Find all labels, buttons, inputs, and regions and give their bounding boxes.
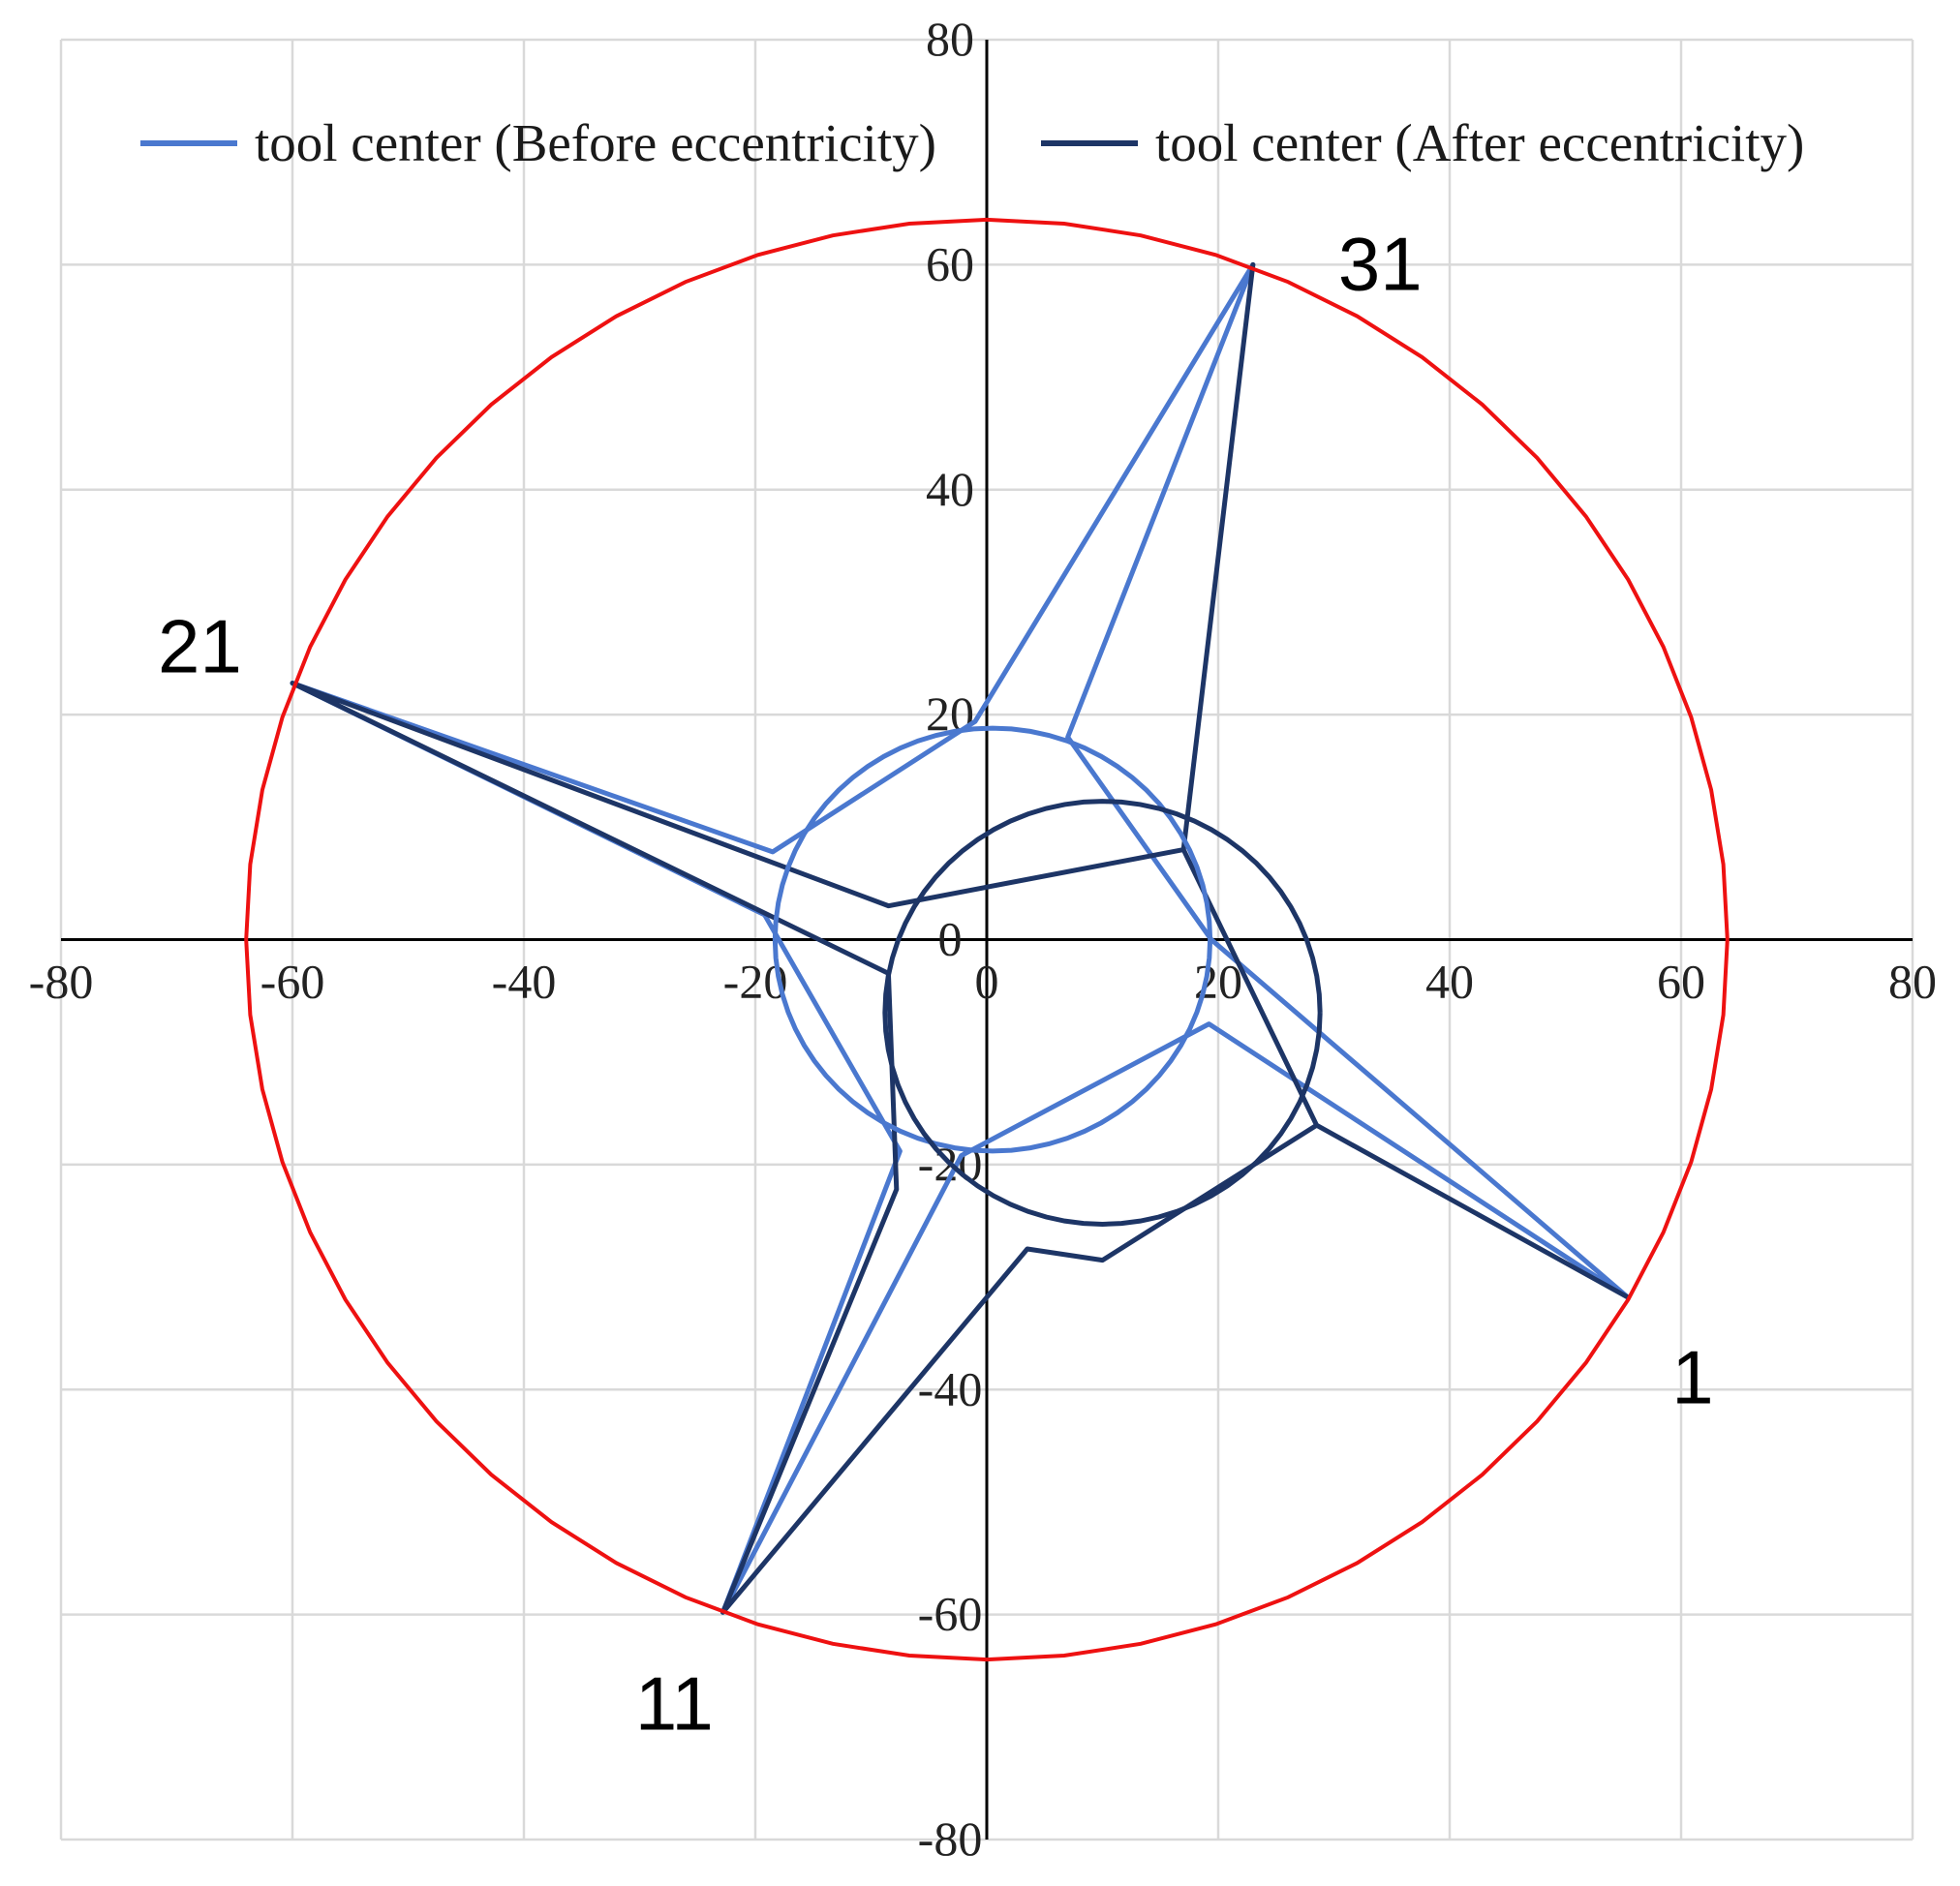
point-label: 1 bbox=[1671, 1335, 1713, 1420]
x-tick-label: -60 bbox=[260, 955, 325, 1009]
legend-label: tool center (Before eccentricity) bbox=[255, 113, 936, 172]
x-tick-label: 60 bbox=[1657, 955, 1705, 1009]
tick-labels: -80 -60 -40 -20 0 20 40 60 80-80-60-40-200204060… bbox=[29, 12, 1937, 1866]
inner-circle-before bbox=[772, 725, 1213, 1154]
legend: tool center (Before eccentricity) tool ce… bbox=[140, 113, 1804, 172]
y-tick-label: -60 bbox=[918, 1587, 983, 1641]
y-tick-label: 0 bbox=[938, 912, 963, 966]
point-label: 21 bbox=[158, 603, 242, 688]
series-line-after bbox=[290, 261, 1630, 1615]
x-tick-label: -80 bbox=[29, 955, 94, 1009]
plot-area bbox=[244, 217, 1730, 1662]
point-label: 31 bbox=[1338, 221, 1423, 306]
axes bbox=[61, 40, 1913, 1840]
inner-circle-after bbox=[882, 799, 1323, 1227]
x-tick-label: 40 bbox=[1425, 955, 1474, 1009]
legend-label: tool center (After eccentricity) bbox=[1155, 113, 1804, 172]
y-tick-label: 40 bbox=[926, 462, 974, 516]
x-tick-label: -40 bbox=[492, 955, 557, 1009]
series-outer-circle bbox=[244, 217, 1730, 1662]
y-tick-label: 80 bbox=[926, 12, 974, 66]
x-tick-label: 80 bbox=[1888, 955, 1937, 1009]
y-tick-label: 60 bbox=[926, 236, 974, 290]
point-label: 11 bbox=[635, 1661, 714, 1747]
x-tick-label: 0 bbox=[975, 955, 999, 1009]
y-tick-label: -80 bbox=[918, 1811, 983, 1866]
